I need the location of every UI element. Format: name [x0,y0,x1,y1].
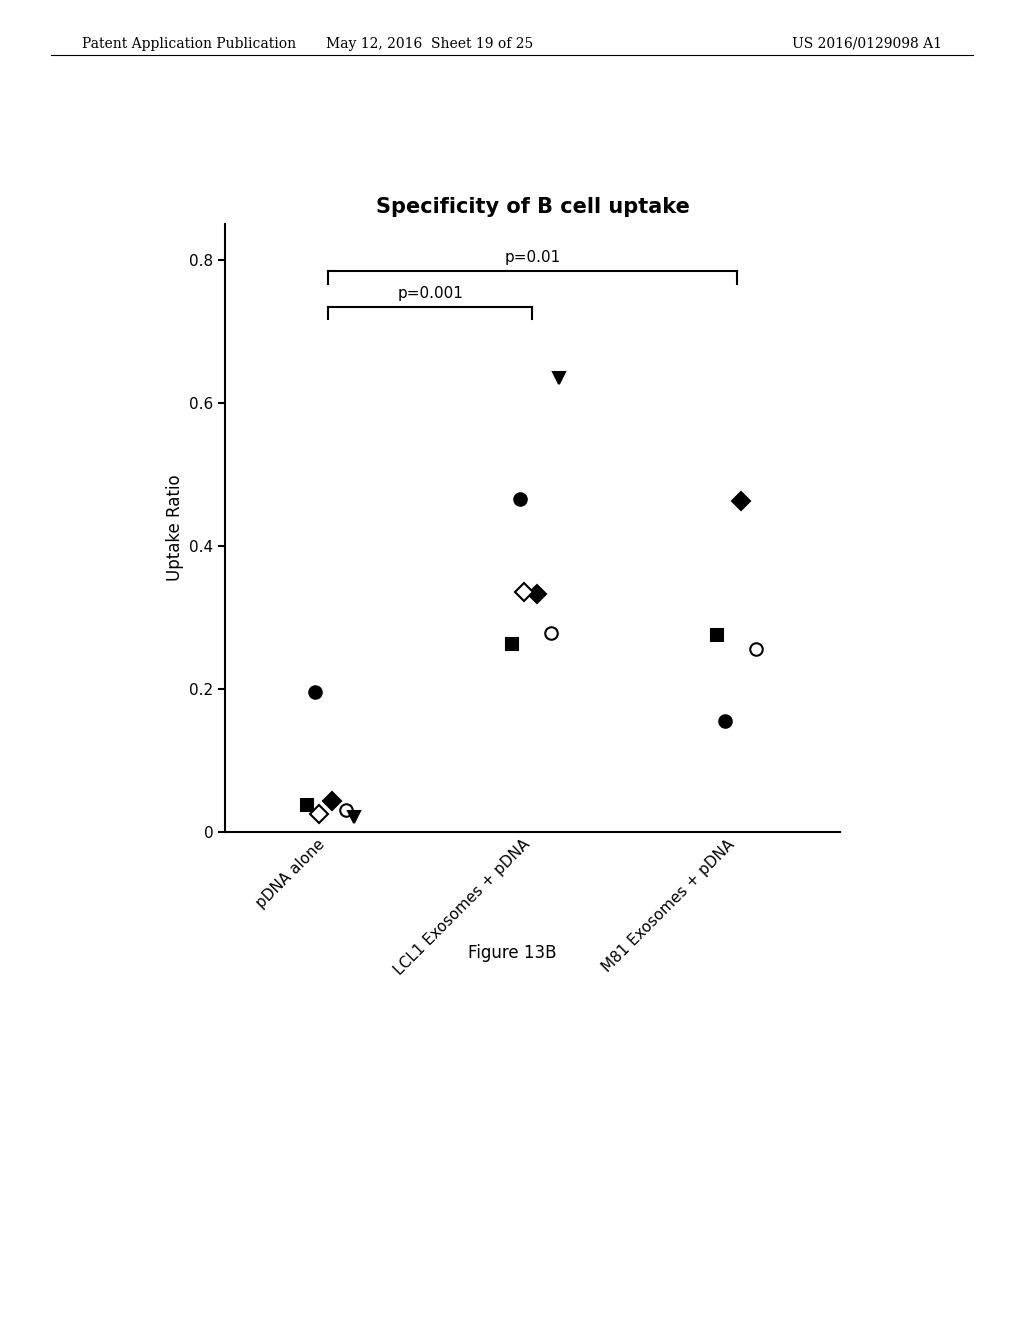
Text: US 2016/0129098 A1: US 2016/0129098 A1 [793,37,942,51]
Text: Figure 13B: Figure 13B [468,944,556,962]
Y-axis label: Uptake Ratio: Uptake Ratio [166,475,183,581]
Text: Patent Application Publication: Patent Application Publication [82,37,296,51]
Text: p=0.01: p=0.01 [505,249,560,265]
Title: Specificity of B cell uptake: Specificity of B cell uptake [376,197,689,218]
Text: May 12, 2016  Sheet 19 of 25: May 12, 2016 Sheet 19 of 25 [327,37,534,51]
Text: p=0.001: p=0.001 [397,286,463,301]
